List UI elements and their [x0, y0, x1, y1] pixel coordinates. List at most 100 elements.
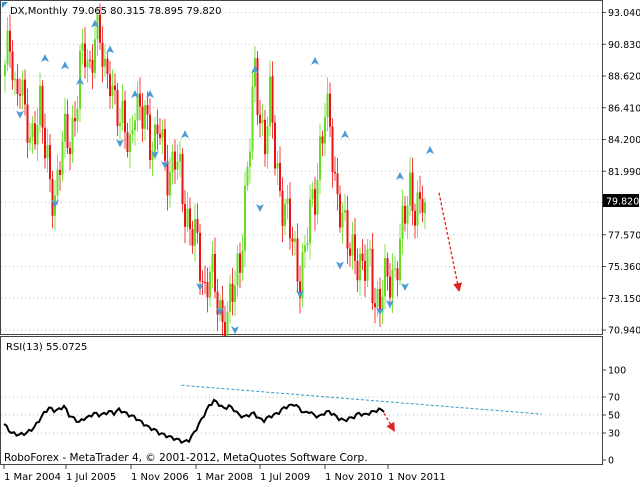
fractal-up-icon: [106, 45, 114, 54]
candle: [236, 245, 239, 297]
candle: [241, 234, 244, 282]
candle: [341, 201, 344, 244]
candle: [239, 242, 241, 289]
fractal-up-icon: [131, 89, 139, 98]
candle: [91, 44, 94, 90]
candle: [414, 203, 416, 239]
candle: [209, 265, 211, 307]
rsi-panel-frame: [0, 336, 603, 465]
candle: [349, 242, 351, 267]
time-tick-label: 1 Nov 2006: [131, 472, 189, 483]
candle: [184, 190, 186, 244]
candle: [254, 45, 256, 103]
price-panel[interactable]: DX,Monthly 79.065 80.315 78.895 79.820: [0, 0, 603, 369]
candle: [121, 84, 124, 131]
candle: [234, 270, 236, 316]
time-tick-label: 1 Nov 2011: [388, 472, 446, 483]
candle: [306, 227, 309, 252]
candle: [144, 100, 146, 141]
candle: [274, 115, 276, 176]
price-forecast-arrow: [438, 192, 462, 293]
candle: [334, 156, 336, 181]
candle: [384, 244, 386, 310]
candle: [19, 78, 21, 109]
candle: [31, 116, 34, 154]
candle: [259, 100, 261, 138]
candle: [344, 193, 346, 222]
candle: [419, 175, 421, 214]
candle: [194, 203, 196, 262]
time-tick-label: 1 Mar 2004: [4, 472, 61, 483]
candle: [276, 151, 279, 185]
candle: [174, 139, 176, 184]
candle: [26, 88, 29, 159]
candle: [14, 71, 16, 96]
fractal-up-icon: [91, 19, 99, 28]
candle: [146, 91, 149, 130]
fractal-down-icon: [256, 204, 264, 213]
rsi-panel[interactable]: RSI(13) 55.0725 RoboForex - MetaTrader 4…: [0, 336, 603, 465]
candle: [351, 221, 354, 270]
candle: [84, 27, 86, 79]
candle: [9, 14, 11, 68]
candle: [181, 148, 184, 213]
candle: [126, 122, 129, 158]
candle: [284, 198, 286, 235]
candles: [4, 3, 426, 369]
fractal-down-icon: [216, 307, 224, 316]
candle: [151, 141, 154, 177]
candle: [111, 69, 114, 109]
candle: [304, 235, 306, 269]
rsi-forecast-arrow-icon: [383, 412, 395, 432]
fractal-down-icon: [376, 307, 384, 316]
candle: [201, 270, 204, 295]
rsi-trendline: [181, 384, 542, 415]
candle: [379, 277, 381, 327]
candle: [74, 101, 76, 137]
candle: [204, 265, 206, 295]
chart-menu-icon[interactable]: [2, 2, 8, 8]
candle: [191, 220, 194, 254]
price-tick-label: 75.360: [608, 262, 640, 273]
candle: [186, 192, 189, 232]
time-tick-label: 1 Jul 2005: [66, 472, 116, 483]
candle: [311, 182, 314, 207]
candle: [81, 28, 84, 65]
candle: [179, 140, 181, 178]
candle: [119, 107, 121, 142]
candle: [86, 49, 89, 83]
candle: [264, 109, 266, 167]
fractal-up-icon: [41, 54, 49, 63]
candle: [161, 119, 164, 154]
candle: [376, 280, 379, 317]
candle: [296, 223, 299, 293]
fractal-up-icon: [311, 56, 319, 65]
forecast-arrow-down-icon: [438, 192, 462, 293]
candle: [94, 24, 96, 79]
candle: [159, 117, 161, 145]
fractal-down-icon: [51, 199, 59, 208]
candle: [314, 176, 316, 231]
fractal-up-icon: [146, 89, 154, 98]
candle: [346, 195, 349, 265]
candle: [404, 195, 406, 232]
candle: [206, 267, 209, 313]
rsi-tick-label: 100: [608, 366, 626, 377]
fractal-down-icon: [386, 300, 394, 309]
rsi-label: RSI(13) 55.0725: [6, 342, 87, 353]
candle: [219, 293, 221, 321]
candle: [294, 230, 296, 256]
candle: [271, 61, 274, 139]
candle: [356, 248, 359, 293]
candle: [331, 118, 334, 188]
candle: [49, 133, 51, 193]
candle: [421, 185, 424, 223]
candle: [251, 70, 254, 160]
candle: [46, 128, 49, 173]
candle: [246, 161, 249, 192]
time-tick-label: 1 Nov 2010: [325, 472, 383, 483]
candle: [154, 117, 156, 160]
candle: [401, 189, 404, 256]
